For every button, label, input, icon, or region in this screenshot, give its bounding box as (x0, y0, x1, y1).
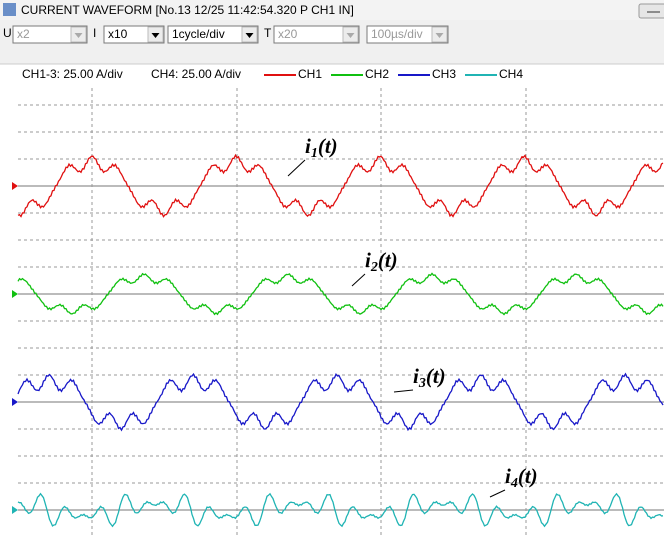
combo-box (12, 25, 88, 44)
toolbar-label: T (264, 26, 272, 40)
combo-value: 1cycle/div (172, 27, 225, 41)
combo-value: x2 (17, 27, 30, 41)
annotation-symbol: i (505, 464, 511, 488)
annotation-symbol: i (413, 364, 419, 388)
annotation-subscript: 4 (510, 476, 518, 491)
annotation-subscript: 3 (418, 376, 426, 391)
combo-arrow (245, 33, 254, 38)
toolbar-label: U (3, 26, 12, 40)
app-icon (3, 3, 16, 16)
annotation: i3(t) (413, 364, 446, 391)
annotation-leader (393, 389, 414, 393)
minimize-button[interactable] (638, 3, 664, 19)
annotation-argument: (t) (378, 248, 398, 272)
scale-info: CH1-3: 25.00 A/div (22, 67, 123, 81)
annotation-subscript: 1 (311, 146, 318, 161)
combo-arrow (435, 33, 444, 38)
legend-label: CH1 (298, 67, 322, 81)
title-bar (0, 0, 664, 20)
combo-arrow (346, 33, 355, 38)
annotation: i4(t) (505, 464, 538, 491)
waveform (17, 272, 664, 316)
combo-value: x10 (108, 27, 128, 41)
waveform (17, 153, 664, 218)
scale-info: CH4: 25.00 A/div (151, 67, 241, 81)
combo-arrow (74, 33, 83, 38)
annotation-leader (287, 159, 306, 177)
annotation-symbol: i (305, 134, 311, 158)
legend-label: CH3 (432, 67, 456, 81)
legend-label: CH4 (499, 67, 523, 81)
zero-marker (12, 506, 18, 514)
zero-marker (12, 182, 18, 190)
zero-marker (12, 398, 18, 406)
combo-box[interactable] (167, 25, 259, 44)
combo-box (273, 25, 360, 44)
annotation-argument: (t) (426, 364, 446, 388)
annotation: i2(t) (365, 248, 398, 275)
annotation-leader (351, 273, 366, 287)
annotation-argument: (t) (518, 464, 538, 488)
window-title: CURRENT WAVEFORM [No.13 12/25 11:42:54.3… (21, 3, 354, 17)
combo-value: 100µs/div (371, 27, 423, 41)
annotation-subscript: 2 (370, 260, 378, 275)
combo-value: x20 (278, 27, 298, 41)
annotation-symbol: i (365, 248, 371, 272)
combo-arrow (151, 33, 160, 38)
legend-label: CH2 (365, 67, 389, 81)
waveform (17, 492, 664, 528)
plot-area (18, 88, 664, 536)
combo-box (366, 25, 449, 44)
zero-marker (12, 290, 18, 298)
annotation-argument: (t) (318, 134, 338, 158)
annotation: i1(t) (305, 134, 338, 161)
annotation-leader (489, 489, 506, 498)
waveform (17, 372, 664, 432)
toolbar-label: I (93, 26, 96, 40)
